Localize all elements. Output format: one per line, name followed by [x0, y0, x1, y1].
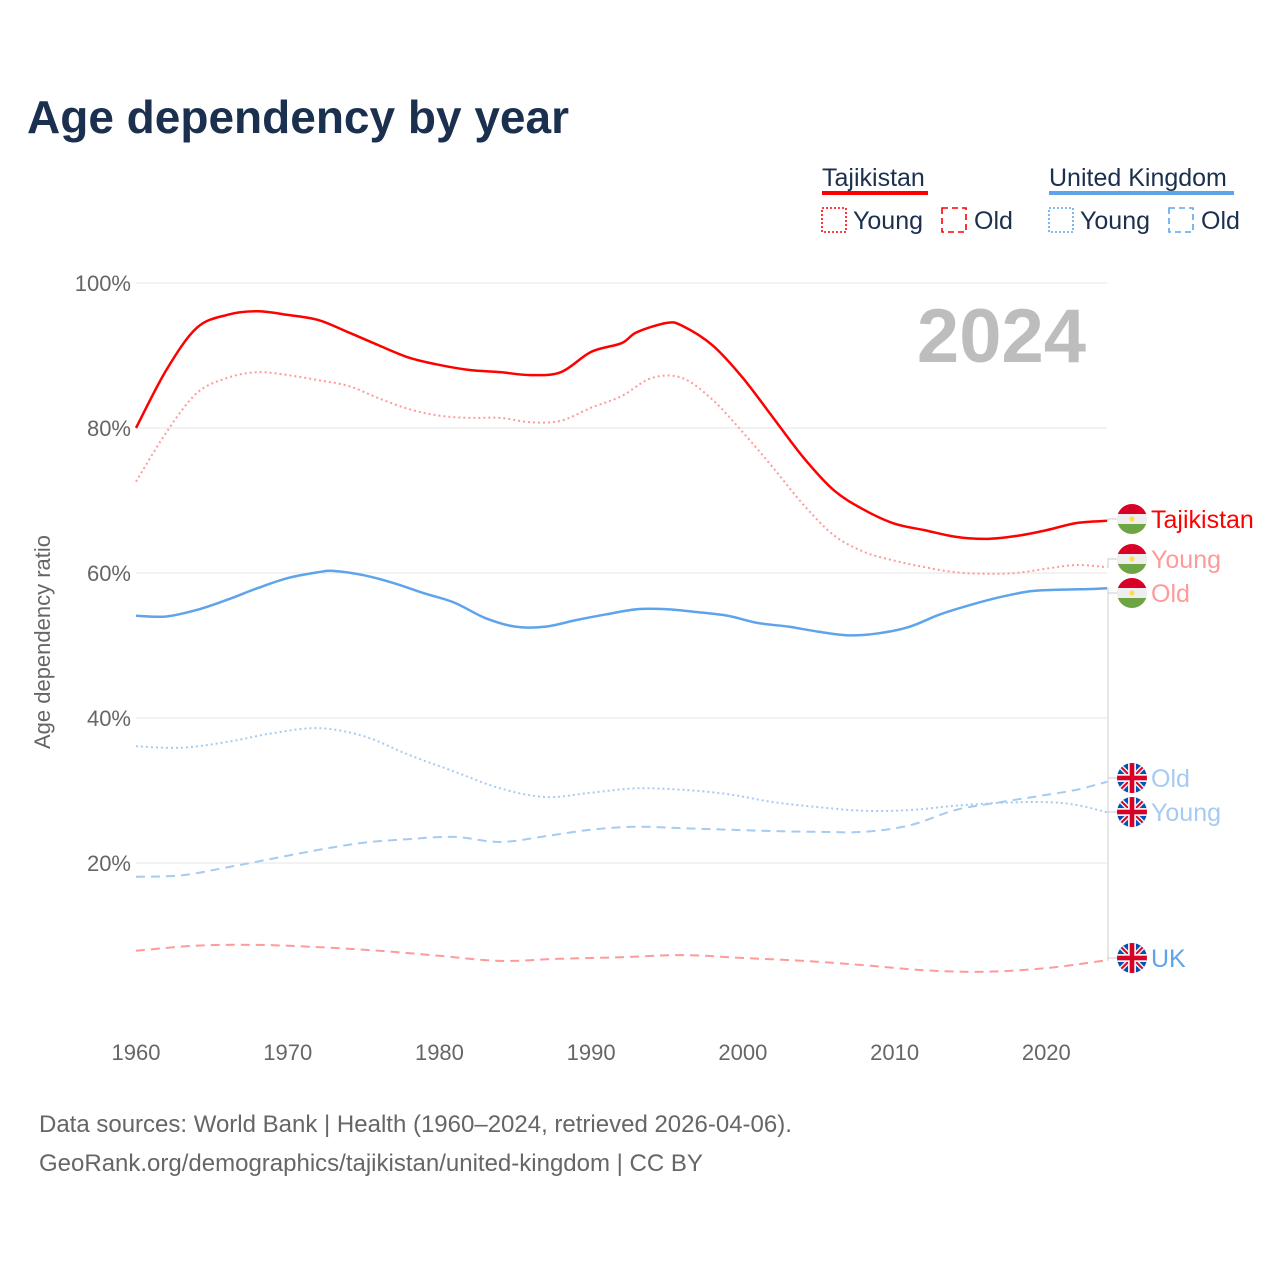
legend-group-underline — [822, 191, 928, 195]
series-line-tajikistan-young — [135, 371, 1108, 575]
legend-item-old[interactable]: Old — [974, 207, 1013, 235]
legend: Tajikistan Young Old United Kingdom Young Old — [821, 164, 1240, 235]
uk-flag-icon — [1117, 797, 1147, 827]
series-line-tajikistan-old — [135, 943, 1108, 973]
series-line-united-kingdom — [135, 569, 1108, 637]
legend-group-title[interactable]: United Kingdom — [1049, 164, 1227, 192]
year-watermark: 2024 — [917, 294, 1086, 379]
legend-swatch-old — [941, 207, 967, 233]
chart-title: Age dependency by year — [27, 91, 569, 143]
y-tick-label: 40% — [87, 706, 131, 731]
uk-flag-icon — [1117, 943, 1147, 973]
end-label: UK — [1151, 945, 1186, 973]
y-axis-label: Age dependency ratio — [30, 535, 55, 749]
tajikistan-flag-icon — [1117, 578, 1147, 608]
tajikistan-flag-icon — [1117, 544, 1147, 574]
y-tick-label: 60% — [87, 561, 131, 586]
label-connector — [1107, 558, 1118, 568]
end-label: Old — [1151, 580, 1190, 608]
end-label: Old — [1151, 765, 1190, 793]
y-tick-label: 80% — [87, 416, 131, 441]
x-tick-label: 1960 — [112, 1040, 161, 1065]
series-line-united-kingdom-old — [135, 780, 1108, 878]
tajikistan-flag-icon — [1117, 504, 1147, 534]
legend-swatch-young — [1048, 207, 1074, 233]
end-labels: Tajikistan Young Old UK Old Young — [1107, 504, 1254, 973]
series-line-tajikistan — [134, 310, 1108, 541]
x-tick-label: 1990 — [567, 1040, 616, 1065]
legend-item-young[interactable]: Young — [853, 207, 923, 235]
x-tick-label: 2020 — [1022, 1040, 1071, 1065]
label-connector — [1107, 518, 1118, 522]
label-connector — [1107, 592, 1118, 961]
source-text: Data sources: World Bank | Health (1960–… — [39, 1111, 792, 1138]
series-lines — [134, 310, 1108, 973]
end-label: Tajikistan — [1151, 506, 1254, 534]
source-url[interactable]: GeoRank.org/demographics/tajikistan/unit… — [39, 1150, 703, 1177]
legend-swatch-old — [1168, 207, 1194, 233]
x-tick-label: 1980 — [415, 1040, 464, 1065]
label-connector — [1107, 587, 1118, 959]
legend-swatch-young — [821, 207, 847, 233]
x-tick-label: 2010 — [870, 1040, 919, 1065]
y-tick-label: 100% — [75, 271, 131, 296]
label-connector — [1107, 777, 1118, 783]
legend-group-title[interactable]: Tajikistan — [822, 164, 925, 192]
series-line-united-kingdom-young — [135, 727, 1108, 814]
end-label: Young — [1151, 546, 1221, 574]
y-tick-label: 20% — [87, 851, 131, 876]
legend-group-underline — [1049, 191, 1234, 195]
x-tick-label: 1970 — [263, 1040, 312, 1065]
uk-flag-icon — [1117, 763, 1147, 793]
legend-item-old[interactable]: Old — [1201, 207, 1240, 235]
grid — [136, 282, 1107, 864]
legend-item-young[interactable]: Young — [1080, 207, 1150, 235]
end-label: Young — [1151, 799, 1221, 827]
x-axis: 1960 1970 1980 1990 2000 2010 2020 — [112, 1040, 1071, 1065]
x-tick-label: 2000 — [718, 1040, 767, 1065]
y-axis: 20% 40% 60% 80% 100% — [75, 271, 131, 876]
